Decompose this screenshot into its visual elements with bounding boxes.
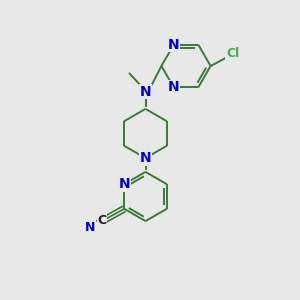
Text: N: N [140, 85, 151, 98]
Text: C: C [98, 214, 106, 227]
Text: N: N [85, 221, 95, 234]
Text: N: N [140, 151, 151, 165]
Text: N: N [168, 80, 179, 94]
Text: N: N [118, 177, 130, 191]
Text: N: N [168, 38, 179, 52]
Text: Cl: Cl [226, 47, 239, 61]
